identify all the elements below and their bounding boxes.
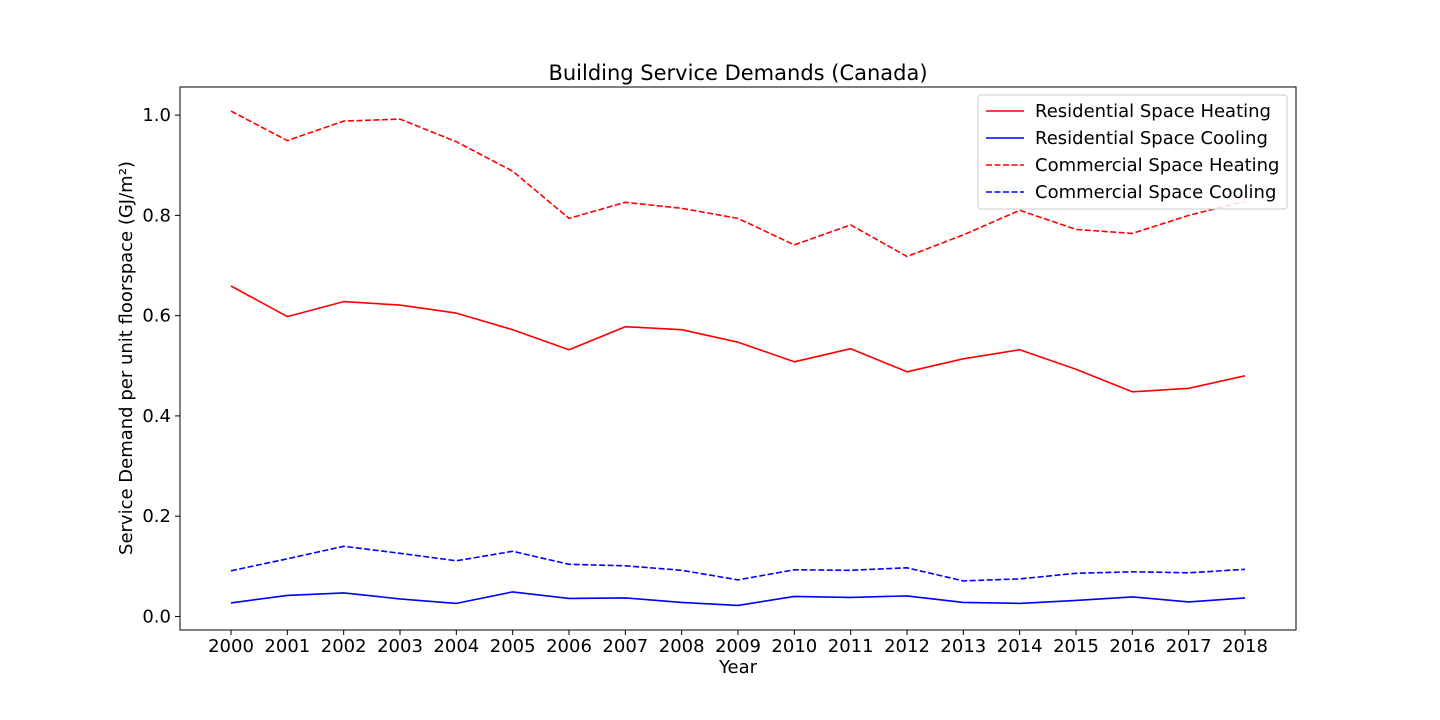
- x-tick-label: 2003: [377, 636, 423, 657]
- legend: Residential Space Heating Residential Spa…: [977, 94, 1288, 210]
- chart-title: Building Service Demands (Canada): [548, 61, 927, 85]
- series-layer: [230, 110, 1246, 607]
- x-tick-label: 2013: [940, 636, 986, 657]
- x-tick-label: 2010: [771, 636, 817, 657]
- x-tick-label: 2008: [659, 636, 705, 657]
- x-tick-label: 2000: [208, 636, 254, 657]
- x-axis: 2000 2001 2002 2003 2004 2005 2006 2007 2008 2009…: [208, 630, 1268, 657]
- y-axis-label: Service Demand per unit floorspace (GJ/m…: [116, 161, 137, 555]
- y-tick-label: 0.4: [142, 406, 171, 427]
- y-tick-label: 0.6: [142, 306, 171, 327]
- legend-label: Residential Space Cooling: [1035, 128, 1268, 149]
- x-tick-label: 2006: [546, 636, 592, 657]
- x-tick-label: 2004: [433, 636, 479, 657]
- y-tick-label: 0.8: [142, 205, 171, 226]
- x-tick-label: 2015: [1053, 636, 1099, 657]
- y-tick-label: 1.0: [142, 105, 171, 126]
- x-tick-label: 2001: [264, 636, 310, 657]
- y-tick-label: 0.2: [142, 506, 171, 527]
- x-tick-label: 2017: [1166, 636, 1212, 657]
- legend-label: Residential Space Heating: [1035, 101, 1271, 122]
- y-tick-label: 0.0: [142, 606, 171, 627]
- series-line-residential-space-cooling: [230, 591, 1246, 607]
- x-tick-label: 2011: [828, 636, 874, 657]
- x-tick-label: 2007: [602, 636, 648, 657]
- y-axis: 0.0 0.2 0.4 0.6 0.8 1.0: [142, 105, 180, 627]
- x-tick-label: 2016: [1109, 636, 1155, 657]
- legend-label: Commercial Space Heating: [1035, 155, 1280, 176]
- series-line-commercial-space-cooling: [230, 545, 1246, 582]
- x-tick-label: 2014: [997, 636, 1043, 657]
- legend-box: [977, 94, 1288, 210]
- x-tick-label: 2002: [321, 636, 367, 657]
- x-tick-label: 2009: [715, 636, 761, 657]
- x-axis-label: Year: [718, 657, 758, 678]
- x-tick-label: 2018: [1222, 636, 1268, 657]
- x-tick-label: 2005: [490, 636, 536, 657]
- x-tick-label: 2012: [884, 636, 930, 657]
- legend-label: Commercial Space Cooling: [1035, 182, 1276, 203]
- series-line-commercial-space-heating: [230, 110, 1246, 258]
- series-line-residential-space-heating: [230, 285, 1246, 393]
